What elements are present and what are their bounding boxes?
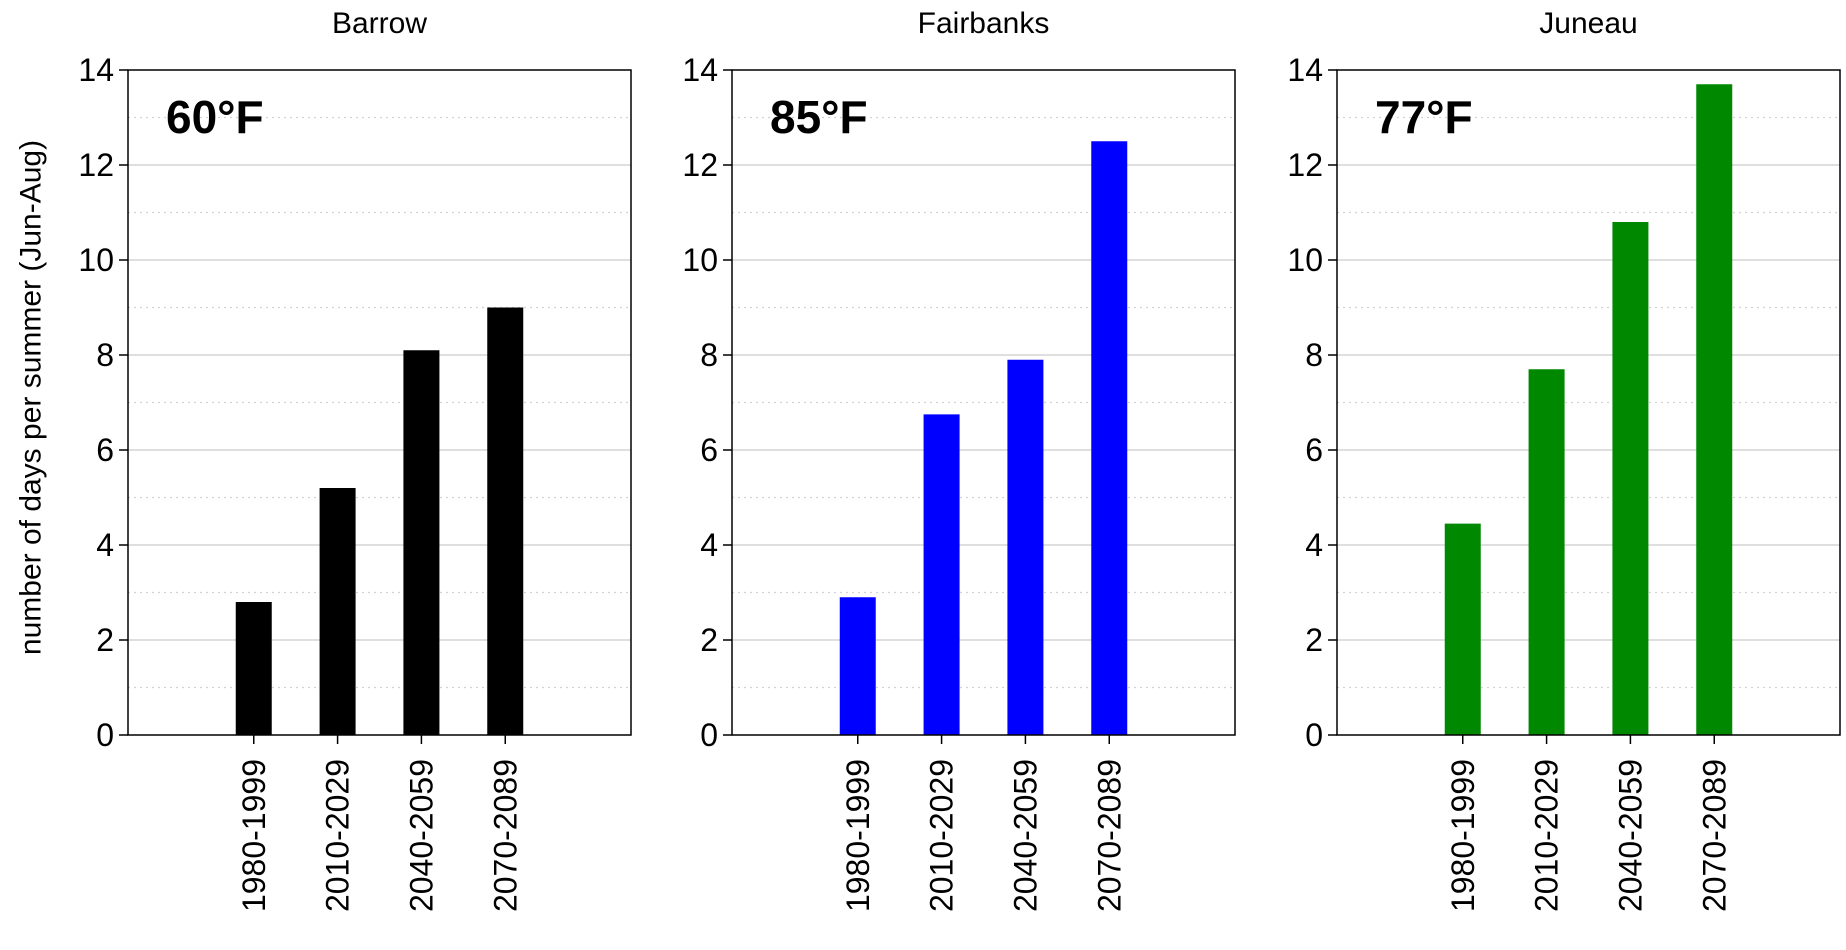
y-tick-label: 2 — [1305, 622, 1323, 658]
x-tick-label: 1980-1999 — [1445, 759, 1481, 912]
y-tick-label: 14 — [682, 52, 718, 88]
y-tick-label: 6 — [1305, 432, 1323, 468]
bar-2070-2089 — [1091, 141, 1128, 735]
y-tick-label: 0 — [96, 717, 114, 753]
bar-1980-1999 — [1444, 523, 1481, 735]
plot-frame — [1336, 69, 1841, 736]
x-tick-label: 2010-2029 — [1529, 759, 1565, 912]
panel-title: Barrow — [332, 7, 427, 40]
y-tick-label: 6 — [96, 432, 114, 468]
y-tick-label: 2 — [96, 622, 114, 658]
y-tick-label: 2 — [700, 622, 718, 658]
x-tick-label: 1980-1999 — [236, 759, 272, 912]
chart-panel-1: 1980-1999 2010-2029 2040-2059 2070-2089 0 2 4 6… — [682, 7, 1236, 912]
x-tick-label: 2070-2089 — [1696, 759, 1732, 912]
y-tick-label: 4 — [1305, 527, 1323, 563]
threshold-annotation: 85°F — [770, 91, 868, 143]
y-tick-label: 10 — [78, 242, 114, 278]
y-tick-label: 0 — [700, 717, 718, 753]
x-tick-label: 1980-1999 — [840, 759, 876, 912]
plot-frame — [127, 69, 632, 736]
y-tick-label: 10 — [682, 242, 718, 278]
bar-1980-1999 — [235, 602, 272, 735]
y-tick-label: 12 — [1287, 147, 1323, 183]
bar-2040-2059 — [1007, 359, 1044, 735]
y-tick-label: 12 — [682, 147, 718, 183]
x-tick-label: 2040-2059 — [403, 759, 439, 912]
bar-2010-2029 — [923, 414, 960, 735]
y-tick-label: 4 — [700, 527, 718, 563]
chart-panel-0: 1980-1999 2010-2029 2040-2059 2070-2089 0 2 4 6… — [15, 7, 632, 912]
bar-2040-2059 — [1612, 222, 1649, 735]
x-tick-label: 2070-2089 — [1091, 759, 1127, 912]
bar-2040-2059 — [403, 350, 440, 735]
x-tick-label: 2040-2059 — [1612, 759, 1648, 912]
x-tick-label: 2010-2029 — [320, 759, 356, 912]
bar-2070-2089 — [1696, 84, 1733, 735]
bar-2070-2089 — [487, 307, 524, 735]
bar-2010-2029 — [1528, 369, 1565, 735]
threshold-annotation: 60°F — [166, 91, 264, 143]
panel-title: Juneau — [1539, 7, 1637, 40]
y-tick-label: 4 — [96, 527, 114, 563]
x-tick-label: 2010-2029 — [924, 759, 960, 912]
x-tick-label: 2040-2059 — [1007, 759, 1043, 912]
y-tick-label: 14 — [1287, 52, 1323, 88]
y-tick-label: 8 — [96, 337, 114, 373]
y-tick-label: 14 — [78, 52, 114, 88]
bar-2010-2029 — [319, 488, 356, 735]
plot-frame — [731, 69, 1236, 736]
y-axis-label: number of days per summer (Jun-Aug) — [15, 140, 48, 655]
panel-title: Fairbanks — [918, 7, 1050, 40]
y-tick-label: 6 — [700, 432, 718, 468]
chart-panel-2: 1980-1999 2010-2029 2040-2059 2070-2089 0 2 4 6… — [1287, 7, 1841, 912]
x-tick-label: 2070-2089 — [487, 759, 523, 912]
y-tick-label: 8 — [700, 337, 718, 373]
y-tick-label: 10 — [1287, 242, 1323, 278]
y-tick-label: 0 — [1305, 717, 1323, 753]
y-tick-label: 8 — [1305, 337, 1323, 373]
threshold-annotation: 77°F — [1375, 91, 1473, 143]
bar-1980-1999 — [839, 597, 876, 735]
y-tick-label: 12 — [78, 147, 114, 183]
